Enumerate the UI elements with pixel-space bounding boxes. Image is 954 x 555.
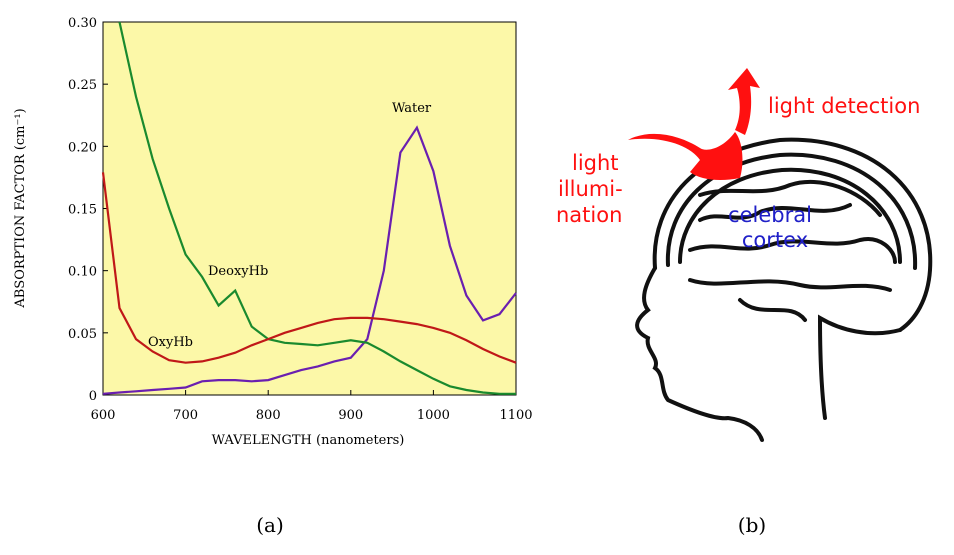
y-tick-label: 0.10 [68,265,97,280]
series-label: Water [392,101,432,116]
series-line [118,21,516,395]
x-tick-label: 1100 [499,408,532,423]
x-tick-label: 600 [91,408,116,423]
y-axis-label: ABSORPTION FACTOR (cm⁻¹) [13,108,28,308]
y-tick-label: 0.30 [68,16,97,31]
x-tick-label: 1000 [417,408,450,423]
diagram-label: celebral [728,203,812,227]
series-label: DeoxyHb [208,264,268,279]
y-tick-label: 0 [89,389,97,404]
x-tick-label: 900 [338,408,363,423]
caption: (b) [738,513,766,537]
head-drawing [635,137,933,442]
y-tick-label: 0.05 [68,327,97,342]
x-tick-label: 700 [173,408,198,423]
arrow-illumination [628,132,743,180]
y-tick-label: 0.25 [68,78,97,93]
arrow-detection [728,68,760,135]
series-line [101,172,517,364]
y-tick-label: 0.20 [68,140,97,155]
caption: (a) [256,513,284,537]
diagram-label: cortex [742,228,808,252]
diagram-label: light detection [768,94,920,118]
x-axis-label: WAVELENGTH (nanometers) [212,433,405,448]
y-tick-label: 0.15 [68,203,97,218]
series-label: OxyHb [148,335,193,350]
x-tick-label: 800 [256,408,281,423]
diagram-label: illumi- [558,177,623,201]
diagram-label: nation [556,203,622,227]
series-line [102,125,517,395]
diagram-label: light [572,151,619,175]
